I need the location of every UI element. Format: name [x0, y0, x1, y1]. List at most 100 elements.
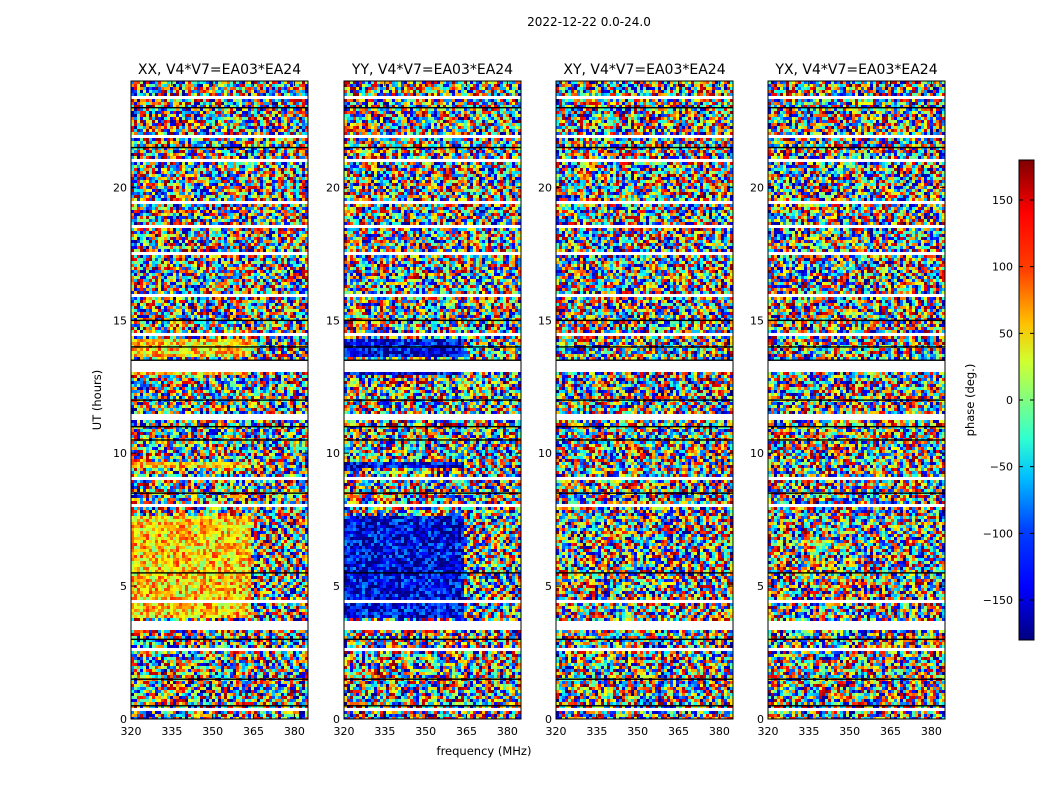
y-tick-label: 5 — [333, 580, 340, 593]
line-flag — [768, 147, 945, 148]
line-flag — [344, 426, 521, 427]
x-tick-label: 380 — [921, 725, 942, 738]
line-flag — [768, 439, 945, 440]
line-flag — [131, 679, 308, 680]
line-flag — [768, 360, 945, 361]
colorbar-tick-label: 150 — [992, 194, 1013, 207]
line-flag — [768, 107, 945, 108]
line-flag — [131, 705, 308, 706]
x-tick-label: 365 — [456, 725, 477, 738]
line-flag — [556, 360, 733, 361]
heatmap-image — [556, 81, 733, 720]
colorbar-tick-label: 50 — [999, 327, 1013, 340]
line-flag — [344, 399, 521, 400]
line-flag — [556, 399, 733, 400]
x-tick-label: 350 — [839, 725, 860, 738]
line-flag — [131, 107, 308, 108]
line-flag — [131, 639, 308, 640]
y-tick-label: 20 — [750, 181, 764, 194]
x-tick-label: 365 — [243, 725, 264, 738]
line-flag — [131, 426, 308, 427]
line-flag — [768, 705, 945, 706]
line-flag — [344, 360, 521, 361]
line-flag — [344, 439, 521, 440]
x-tick-label: 320 — [334, 725, 355, 738]
x-tick-label: 350 — [415, 725, 436, 738]
x-tick-label: 335 — [374, 725, 395, 738]
y-tick-label: 5 — [757, 580, 764, 593]
line-flag — [556, 492, 733, 493]
line-flag — [556, 147, 733, 148]
line-flag — [131, 320, 308, 321]
line-flag — [344, 147, 521, 148]
y-tick-label: 0 — [120, 713, 127, 726]
panel-title: XY, V4*V7=EA03*EA24 — [563, 62, 725, 78]
x-tick-label: 335 — [586, 725, 607, 738]
line-flag — [131, 439, 308, 440]
line-flag — [344, 639, 521, 640]
x-tick-label: 320 — [121, 725, 142, 738]
x-tick-label: 350 — [202, 725, 223, 738]
colorbar: 150 100 50 0 −50 −100 −150 phase (deg.) — [963, 160, 1034, 640]
line-flag — [768, 346, 945, 347]
panel-title: XX, V4*V7=EA03*EA24 — [138, 62, 301, 78]
colorbar-tick-label: −150 — [983, 594, 1013, 607]
line-flag — [768, 320, 945, 321]
x-tick-label: 335 — [161, 725, 182, 738]
line-flag — [344, 107, 521, 108]
line-flag — [556, 639, 733, 640]
x-tick-label: 335 — [798, 725, 819, 738]
line-flag — [556, 572, 733, 573]
y-tick-label: 20 — [538, 181, 552, 194]
colorbar-tick-label: 100 — [992, 261, 1013, 274]
line-flag — [556, 320, 733, 321]
line-flag — [344, 346, 521, 347]
y-tick-label: 5 — [545, 580, 552, 593]
y-tick-label: 15 — [750, 314, 764, 327]
line-flag — [344, 492, 521, 493]
x-tick-label: 365 — [880, 725, 901, 738]
colorbar-tick-label: 0 — [1006, 394, 1013, 407]
x-tick-label: 380 — [709, 725, 730, 738]
panel-title: YX, V4*V7=EA03*EA24 — [774, 62, 937, 78]
x-axis-label: frequency (MHz) — [437, 744, 532, 758]
y-axis-label: UT (hours) — [90, 370, 104, 430]
line-flag — [344, 679, 521, 680]
y-tick-label: 15 — [113, 314, 127, 327]
line-flag — [768, 572, 945, 573]
colorbar-tick-label: −50 — [990, 461, 1013, 474]
y-tick-label: 15 — [538, 314, 552, 327]
line-flag — [131, 399, 308, 400]
y-tick-label: 10 — [326, 447, 340, 460]
line-flag — [131, 147, 308, 148]
y-tick-label: 0 — [333, 713, 340, 726]
line-flag — [768, 426, 945, 427]
line-flag — [556, 346, 733, 347]
line-flag — [131, 492, 308, 493]
y-tick-label: 10 — [750, 447, 764, 460]
line-flag — [556, 679, 733, 680]
line-flag — [131, 360, 308, 361]
x-tick-label: 350 — [627, 725, 648, 738]
y-tick-label: 0 — [757, 713, 764, 726]
x-tick-label: 320 — [758, 725, 779, 738]
heatmap-image — [344, 81, 521, 720]
colorbar-label: phase (deg.) — [963, 364, 977, 437]
line-flag — [556, 426, 733, 427]
line-flag — [344, 320, 521, 321]
x-tick-label: 380 — [284, 725, 305, 738]
panels: XX, V4*V7=EA03*EA24 320 335 350 365 380 0 5 10 15… — [113, 62, 945, 738]
heatmap-image — [768, 81, 945, 720]
x-tick-label: 320 — [546, 725, 567, 738]
heatmap-image — [131, 81, 308, 720]
line-flag — [131, 572, 308, 573]
colorbar-tick-label: −100 — [983, 527, 1013, 540]
line-flag — [556, 705, 733, 706]
y-tick-label: 20 — [113, 181, 127, 194]
x-tick-label: 380 — [497, 725, 518, 738]
y-tick-label: 15 — [326, 314, 340, 327]
figure-title: 2022-12-22 0.0-24.0 — [527, 15, 651, 29]
